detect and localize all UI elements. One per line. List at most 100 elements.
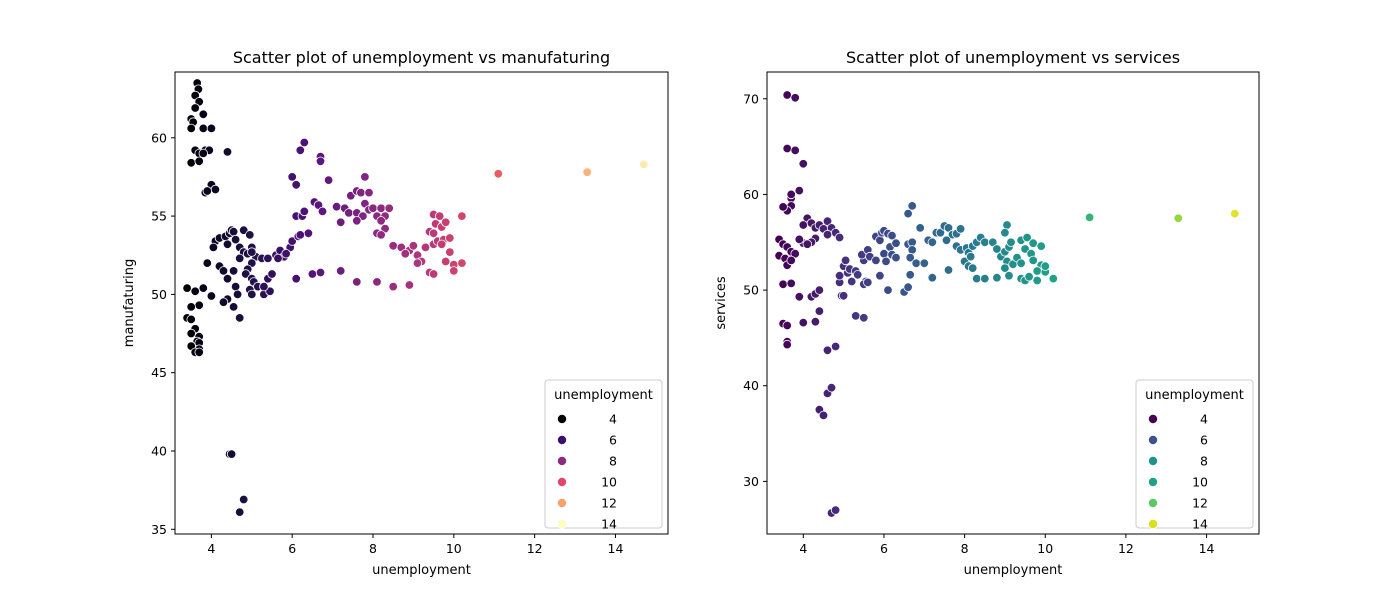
legend-label: 12 bbox=[1192, 496, 1208, 511]
data-point bbox=[881, 256, 891, 267]
x-tick-label: 10 bbox=[1037, 541, 1053, 556]
data-point bbox=[291, 274, 301, 284]
data-point bbox=[814, 306, 825, 316]
x-tick-label: 14 bbox=[1199, 541, 1215, 556]
data-point bbox=[871, 255, 881, 266]
x-axis-label: unemployment bbox=[372, 563, 471, 578]
data-point bbox=[307, 269, 318, 279]
data-point bbox=[190, 103, 200, 113]
legend-marker bbox=[1148, 519, 1159, 530]
data-point bbox=[376, 203, 386, 214]
data-point bbox=[798, 220, 809, 230]
data-point bbox=[404, 280, 415, 290]
legend-label: 14 bbox=[1192, 517, 1208, 532]
data-point bbox=[457, 211, 467, 221]
x-tick-label: 6 bbox=[288, 541, 296, 556]
legend-label: 10 bbox=[1192, 475, 1208, 490]
data-point bbox=[1016, 258, 1026, 269]
data-point bbox=[182, 283, 192, 293]
data-point bbox=[794, 234, 805, 245]
data-point bbox=[1032, 275, 1042, 286]
data-point bbox=[782, 339, 792, 350]
data-point bbox=[790, 93, 800, 103]
data-point bbox=[315, 156, 326, 167]
data-point bbox=[317, 206, 328, 217]
legend: unemployment 4 6 8 10 12 14 bbox=[1135, 379, 1254, 532]
legend-marker bbox=[557, 455, 568, 466]
data-point bbox=[247, 289, 257, 300]
data-point bbox=[210, 184, 221, 195]
data-point bbox=[295, 145, 306, 156]
data-point bbox=[972, 273, 982, 284]
data-point bbox=[376, 216, 386, 226]
data-point bbox=[230, 281, 241, 292]
data-point bbox=[234, 253, 245, 264]
data-point bbox=[323, 175, 334, 185]
data-point bbox=[903, 208, 913, 219]
data-point bbox=[891, 252, 901, 263]
data-point bbox=[186, 314, 196, 325]
data-point bbox=[186, 158, 196, 168]
data-point bbox=[883, 285, 893, 295]
data-point bbox=[802, 239, 813, 249]
data-point bbox=[222, 274, 233, 284]
x-tick-label: 4 bbox=[799, 541, 807, 556]
data-point bbox=[190, 286, 200, 297]
data-point bbox=[927, 273, 938, 283]
legend-marker bbox=[1148, 455, 1159, 466]
y-tick-label: 40 bbox=[151, 443, 167, 458]
data-point bbox=[303, 228, 314, 239]
data-point bbox=[388, 281, 398, 292]
x-tick-label: 12 bbox=[527, 541, 543, 556]
data-point bbox=[198, 283, 209, 293]
y-axis-label: services bbox=[714, 276, 729, 330]
data-point bbox=[1084, 212, 1095, 223]
data-point bbox=[639, 159, 649, 170]
legend-marker bbox=[1148, 413, 1159, 424]
data-point bbox=[798, 317, 809, 328]
data-point bbox=[968, 263, 978, 273]
y-tick-label: 45 bbox=[151, 365, 167, 380]
data-point bbox=[232, 289, 243, 300]
data-point bbox=[838, 291, 849, 301]
data-point bbox=[992, 273, 1002, 283]
data-point bbox=[245, 230, 255, 240]
legend-box bbox=[544, 379, 663, 529]
data-point bbox=[794, 185, 805, 196]
data-point bbox=[291, 180, 301, 190]
data-point bbox=[782, 90, 792, 100]
data-point bbox=[834, 232, 845, 243]
data-point bbox=[234, 507, 245, 517]
data-point bbox=[445, 233, 455, 243]
data-point bbox=[186, 328, 196, 339]
data-point bbox=[493, 169, 504, 179]
data-point bbox=[420, 242, 431, 253]
y-tick-label: 50 bbox=[743, 283, 759, 298]
data-point bbox=[315, 267, 326, 278]
x-axis-label: unemployment bbox=[964, 563, 1063, 578]
data-point bbox=[794, 292, 805, 302]
legend-label: 14 bbox=[601, 517, 617, 532]
data-point bbox=[247, 247, 257, 257]
data-point bbox=[267, 269, 277, 279]
data-point bbox=[384, 203, 394, 214]
x-tick-label: 14 bbox=[608, 541, 624, 556]
data-point bbox=[786, 255, 796, 266]
data-point bbox=[226, 449, 237, 459]
x-tick-label: 8 bbox=[961, 541, 969, 556]
data-point bbox=[786, 278, 796, 289]
legend: unemployment 4 6 8 10 12 14 bbox=[544, 379, 663, 532]
data-point bbox=[299, 137, 310, 148]
data-point bbox=[372, 277, 382, 287]
legend-label: 12 bbox=[601, 496, 617, 511]
data-point bbox=[186, 123, 196, 134]
legend-marker bbox=[1148, 434, 1159, 445]
data-point bbox=[1028, 238, 1038, 248]
data-point bbox=[955, 224, 966, 234]
legend-title: unemployment bbox=[1145, 388, 1244, 403]
y-tick-label: 70 bbox=[743, 91, 759, 106]
legend-label: 4 bbox=[609, 412, 617, 427]
data-point bbox=[331, 201, 342, 212]
data-point bbox=[368, 203, 378, 214]
data-point bbox=[230, 234, 241, 245]
